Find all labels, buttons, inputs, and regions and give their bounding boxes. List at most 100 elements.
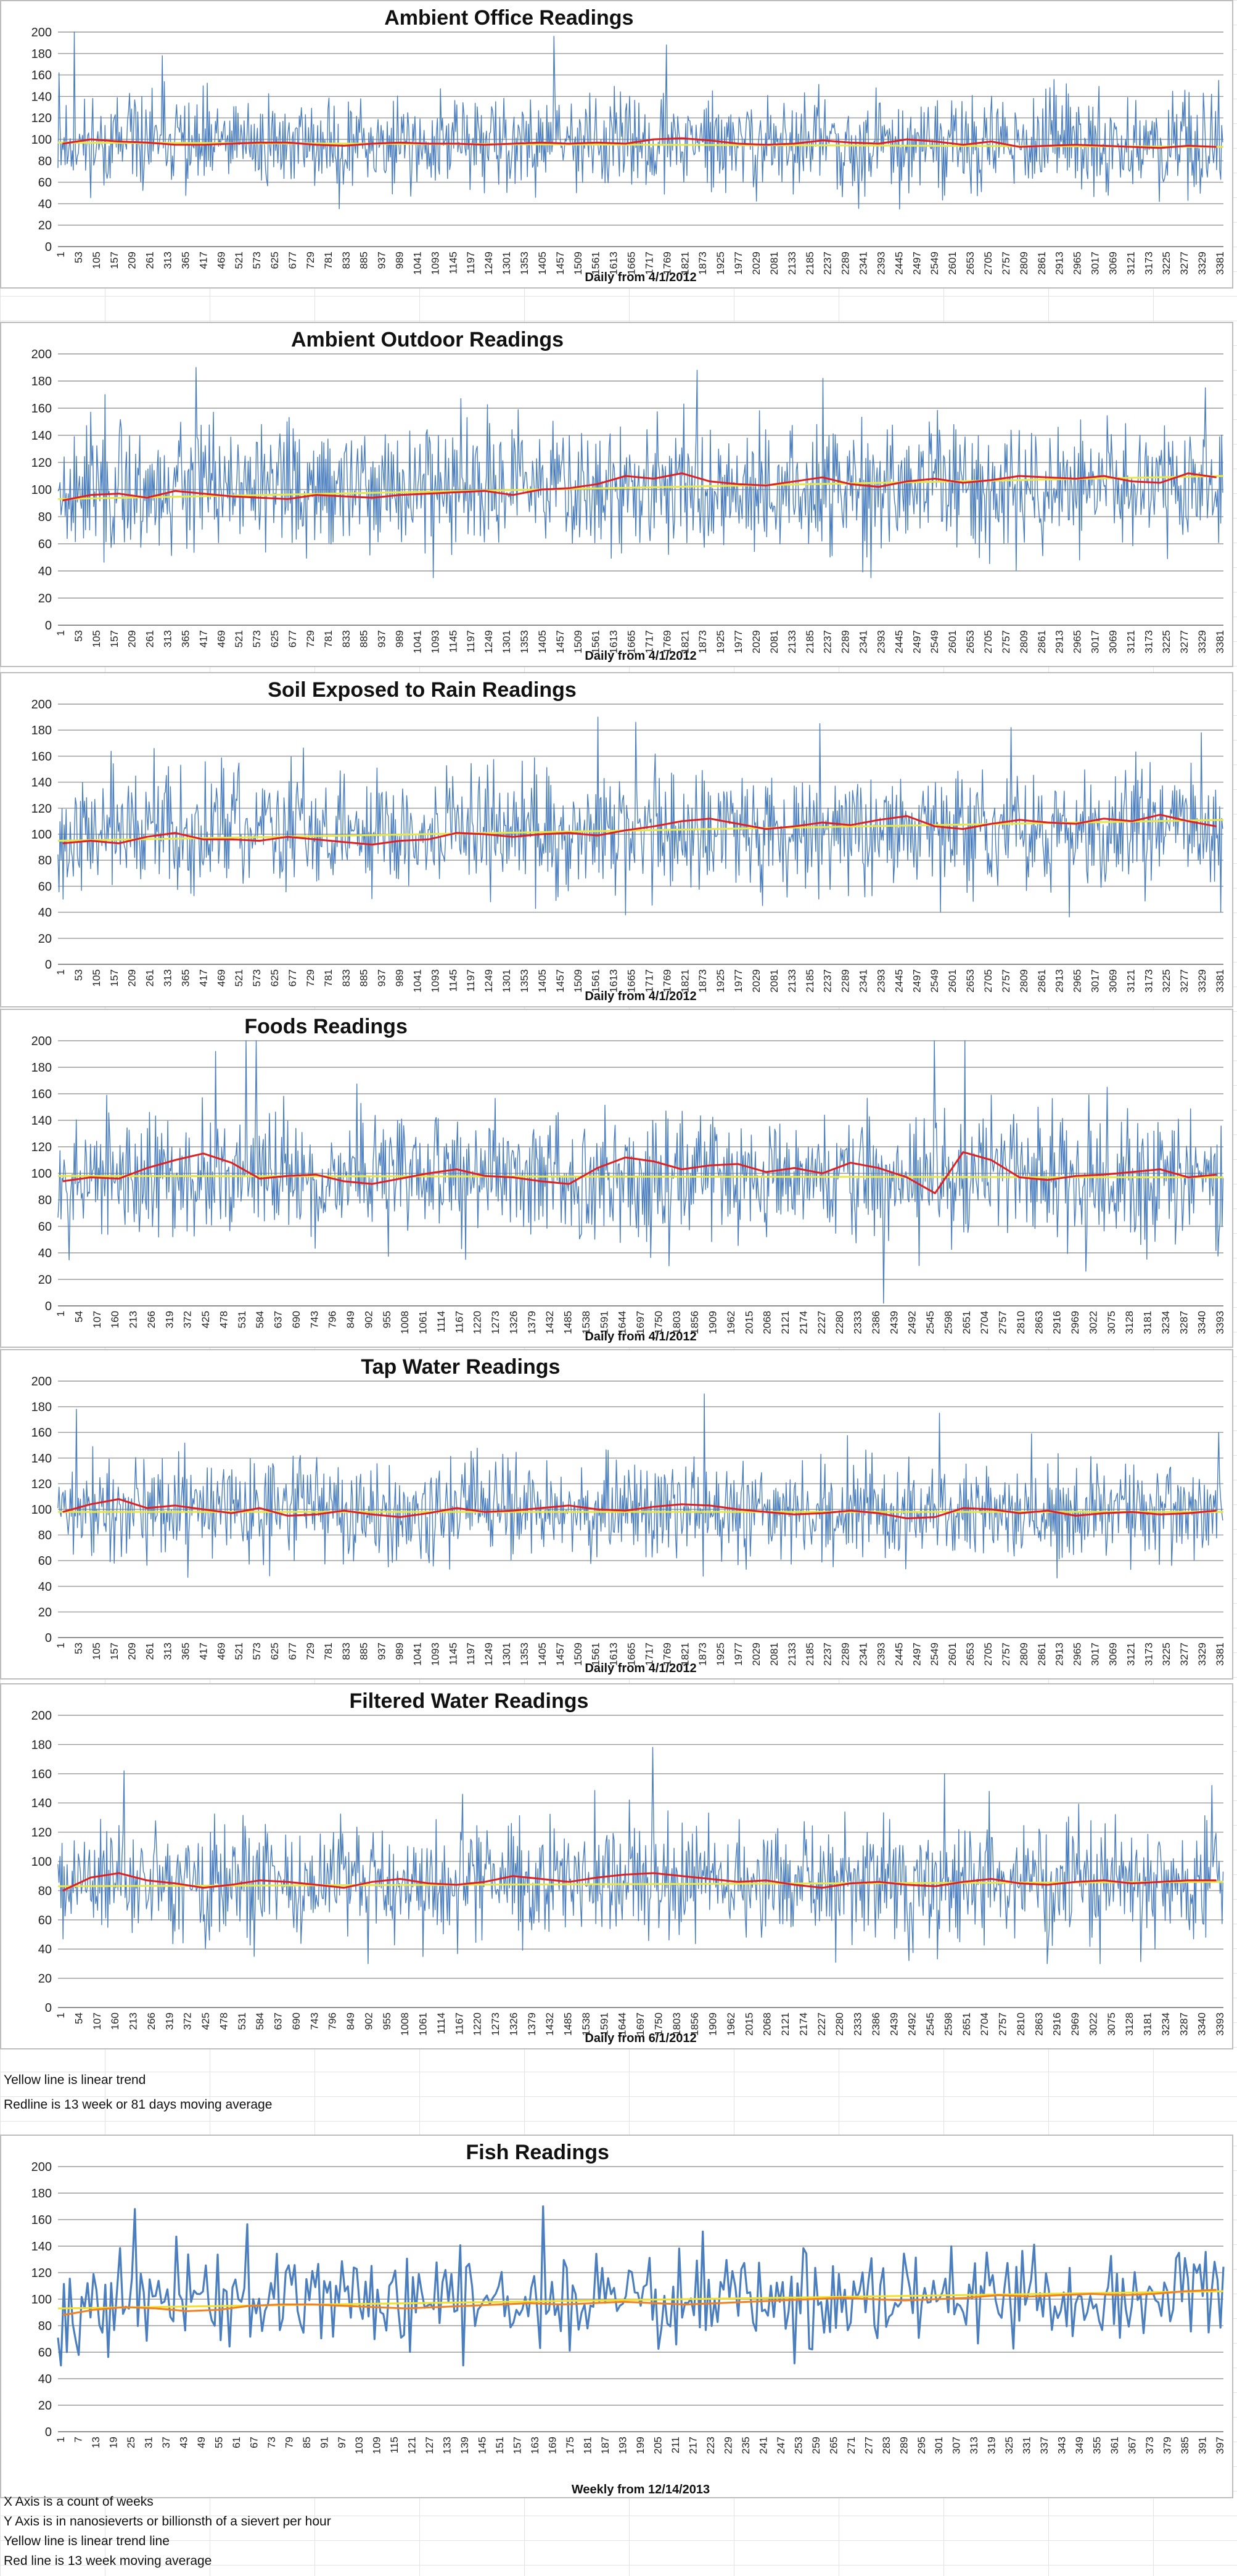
x-tick-label: 2185 <box>804 1643 816 1666</box>
chart-panel-foods[interactable]: Foods Readings 0 20 40 60 80 100 120 140 160 180 20… <box>0 1009 1233 1348</box>
x-tick-label: 2185 <box>804 252 816 275</box>
x-tick-label: 1 <box>55 969 67 975</box>
x-tick-label: 241 <box>757 2437 769 2454</box>
x-tick-label: 289 <box>898 2437 910 2454</box>
x-tick-label: 2445 <box>893 1643 905 1666</box>
y-tick-label: 200 <box>31 2160 52 2174</box>
y-tick-label: 120 <box>31 112 52 125</box>
x-tick-label: 355 <box>1091 2437 1103 2454</box>
x-tick-label: 229 <box>722 2437 734 2454</box>
moving-average-line <box>62 137 1217 149</box>
x-tick-label: 2653 <box>964 1643 976 1666</box>
x-tick-label: 349 <box>1074 2437 1085 2454</box>
y-tick-label: 160 <box>31 402 52 416</box>
y-tick-label: 140 <box>31 1797 52 1810</box>
x-tick-label: 55 <box>213 2437 224 2448</box>
moving-average-line <box>62 1872 1217 1892</box>
x-tick-label: 1925 <box>715 252 726 275</box>
x-tick-label: 469 <box>215 630 227 647</box>
x-tick-label: 2227 <box>816 1311 828 1334</box>
x-tick-label: 157 <box>109 969 120 987</box>
x-tick-label: 2913 <box>1054 969 1066 993</box>
x-tick-label: 2757 <box>997 2012 1009 2036</box>
x-tick-label: 2333 <box>852 2012 864 2036</box>
x-tick-label: 1665 <box>626 630 638 654</box>
x-tick-label: 54 <box>73 1311 84 1323</box>
chart-panel-soil[interactable]: Soil Exposed to Rain Readings 0 20 40 60 80 10… <box>0 672 1233 1007</box>
x-tick-label: 531 <box>236 1311 248 1328</box>
x-tick-label: 955 <box>381 2012 393 2030</box>
x-tick-label: 3121 <box>1125 252 1136 275</box>
x-tick-label: 213 <box>128 2012 139 2030</box>
moving-average-line <box>62 1151 1217 1194</box>
x-tick-label: 37 <box>160 2437 172 2448</box>
x-tick-label: 247 <box>775 2437 787 2454</box>
x-tick-label: 2863 <box>1033 1311 1045 1334</box>
chart-panel-filtered-water[interactable]: Filtered Water Readings 0 20 40 60 80 100 120 14… <box>0 1683 1233 2049</box>
x-tick-label: 1613 <box>608 630 620 654</box>
x-tick-label: 175 <box>564 2437 576 2454</box>
y-tick-label: 120 <box>31 1477 52 1491</box>
x-tick-label: 2810 <box>1015 2012 1027 2036</box>
x-tick-label: 1405 <box>536 1643 548 1666</box>
x-tick-label: 105 <box>91 1643 102 1660</box>
x-tick-label: 1561 <box>590 630 602 654</box>
chart-panel-tap-water[interactable]: Tap Water Readings 0 20 40 60 80 100 120 140 160 1… <box>0 1349 1233 1680</box>
readings-series <box>57 2205 1225 2367</box>
x-tick-label: 1041 <box>411 969 423 993</box>
x-tick-label: 885 <box>358 1643 370 1660</box>
chart-panel-outdoor[interactable]: Ambient Outdoor Readings 0 20 40 60 80 100 120 1… <box>0 322 1233 667</box>
x-tick-label: 1717 <box>643 252 655 275</box>
x-tick-label: 160 <box>109 2012 121 2030</box>
x-tick-label: 677 <box>287 1643 298 1660</box>
x-tick-label: 325 <box>1003 2437 1015 2454</box>
x-tick-label: 2549 <box>929 1643 940 1666</box>
y-tick-label: 200 <box>31 1035 52 1048</box>
x-tick-label: 937 <box>376 1643 388 1660</box>
x-tick-label: 2965 <box>1072 252 1083 275</box>
y-tick-label: 80 <box>38 155 52 168</box>
x-tick-label: 1925 <box>715 630 726 654</box>
chart-panel-office[interactable]: Ambient Office Readings 0 20 40 60 80 100 120 14… <box>0 0 1233 289</box>
y-tick-label: 20 <box>38 219 52 232</box>
x-tick-label: 2492 <box>906 2012 918 2036</box>
x-tick-label: 1509 <box>572 252 584 275</box>
x-tick-label: 3277 <box>1178 1643 1190 1666</box>
y-tick-label: 0 <box>45 2426 52 2439</box>
x-tick-label: 425 <box>200 1311 212 1328</box>
x-tick-label: 3121 <box>1125 630 1136 654</box>
x-tick-label: 1856 <box>689 2012 701 2036</box>
x-tick-label: 97 <box>336 2437 348 2448</box>
x-tick-label: 1093 <box>429 1643 441 1666</box>
moving-average-line <box>62 472 1217 502</box>
x-tick-label: 729 <box>305 630 316 647</box>
y-tick-label: 120 <box>31 802 52 816</box>
x-tick-label: 1432 <box>544 2012 556 2036</box>
x-tick-label: 1457 <box>554 630 566 654</box>
x-tick-label: 2601 <box>947 252 958 275</box>
x-tick-label: 1821 <box>679 630 691 654</box>
readings-series <box>57 1747 1224 1964</box>
chart-title: Ambient Office Readings <box>384 6 633 30</box>
x-tick-label: 2445 <box>893 630 905 654</box>
x-tick-label: 2601 <box>947 630 958 654</box>
x-tick-label: 25 <box>125 2437 137 2448</box>
x-tick-label: 3277 <box>1178 630 1190 654</box>
x-tick-label: 2651 <box>961 1311 972 1334</box>
x-tick-label: 1167 <box>453 1311 465 1334</box>
x-tick-label: 157 <box>109 1643 120 1660</box>
x-tick-label: 1145 <box>447 969 459 992</box>
x-tick-label: 2029 <box>750 630 762 654</box>
x-tick-label: 259 <box>810 2437 822 2454</box>
x-tick-label: 796 <box>327 1311 339 1328</box>
y-tick-label: 180 <box>31 1401 52 1414</box>
x-tick-label: 478 <box>218 1311 229 1328</box>
x-tick-label: 307 <box>951 2437 963 2454</box>
x-tick-label: 107 <box>91 1311 103 1328</box>
chart-panel-fish[interactable]: Fish Readings 0 20 40 60 80 100 120 140 160 180 200… <box>0 2135 1233 2498</box>
x-tick-label: 209 <box>126 969 138 987</box>
x-tick-label: 1301 <box>501 630 512 654</box>
x-tick-label: 277 <box>863 2437 874 2454</box>
x-tick-label: 109 <box>371 2437 383 2454</box>
x-tick-label: 3017 <box>1090 630 1101 654</box>
